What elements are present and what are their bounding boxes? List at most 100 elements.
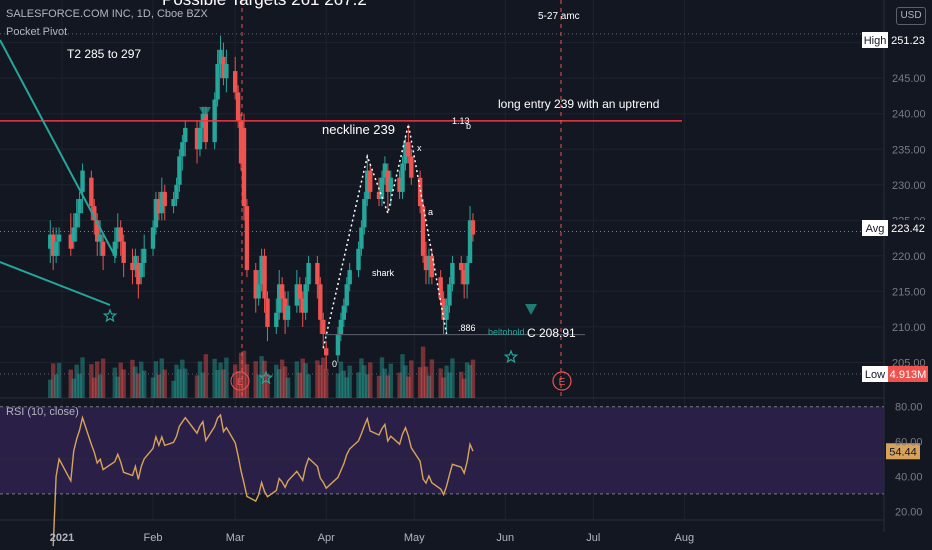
symbol-title[interactable]: SALESFORCE.COM INC, 1D, Cboe BZX xyxy=(6,8,208,20)
time-tick-label: 2021 xyxy=(50,532,74,544)
candle-body xyxy=(282,298,288,320)
candle-body xyxy=(467,220,473,263)
volume-bar xyxy=(256,374,261,398)
rsi-tick-label: 60.00 xyxy=(895,437,923,449)
candle-body xyxy=(194,127,200,150)
candle-body xyxy=(53,241,59,256)
rsi-series: 54.44 xyxy=(0,406,920,547)
candle-body xyxy=(335,334,341,356)
avg-badge-label-bg xyxy=(862,220,888,236)
candle-body xyxy=(297,284,302,299)
candle-body xyxy=(461,270,467,285)
low-badge-value-bg xyxy=(888,366,928,382)
volume-bar xyxy=(470,359,476,398)
candle-body xyxy=(441,298,446,320)
rsi-label[interactable]: RSI (10, close) xyxy=(6,406,79,418)
price-tick-label: 215.00 xyxy=(892,286,926,298)
candle-body xyxy=(285,305,291,320)
candle-body xyxy=(203,113,209,143)
candle-body xyxy=(95,220,100,242)
volume-bar xyxy=(162,369,167,398)
volume-bar xyxy=(341,370,347,398)
volume-bar xyxy=(294,361,300,398)
indicator-label[interactable]: Pocket Pivot xyxy=(6,26,68,38)
candle-body xyxy=(438,277,443,299)
candle-body xyxy=(403,142,408,164)
volume-bar xyxy=(218,362,223,398)
volume-bar xyxy=(318,365,323,398)
candle-body xyxy=(174,184,179,199)
volume-bar xyxy=(48,379,53,398)
candle-body xyxy=(150,227,156,249)
candle-body xyxy=(221,56,226,79)
ratio-label-113: 1.13 xyxy=(452,116,470,126)
candle-body xyxy=(100,241,106,256)
volume-bar xyxy=(376,375,382,398)
currency-button[interactable]: USD xyxy=(896,7,926,25)
annotation-shark: shark xyxy=(372,268,395,278)
candle-body xyxy=(447,284,452,306)
volume-bar xyxy=(77,373,82,398)
price-tick-label: 235.00 xyxy=(892,144,926,156)
high-badge-label: High xyxy=(864,35,887,47)
volume-bar xyxy=(80,357,85,398)
volume-bar xyxy=(461,378,467,398)
candle-body xyxy=(159,191,165,214)
annotation-neckline: neckline 239 xyxy=(322,122,395,137)
volume-bar xyxy=(183,368,188,398)
drawing-layer[interactable]: E E T2 285 to 297 long entry 239 with an up… xyxy=(0,0,884,398)
candle-body xyxy=(464,262,470,285)
candle-body xyxy=(429,255,435,278)
candle-body xyxy=(426,255,432,271)
price-tick-label: 210.00 xyxy=(892,322,926,334)
volume-bar xyxy=(459,371,464,398)
high-badge-value: 251.23 xyxy=(891,35,925,47)
annotation-beltohold: beltohold xyxy=(488,327,525,337)
chart-headline: Possible Targets 261 267.2 xyxy=(162,0,367,10)
earnings-marker-mar xyxy=(230,371,250,391)
candle-body xyxy=(450,262,455,285)
candle-body xyxy=(470,220,476,235)
time-tick-label: Aug xyxy=(675,532,695,544)
volume-bar xyxy=(174,364,179,398)
volume-bar xyxy=(235,371,241,398)
volume-bar xyxy=(171,380,176,398)
rsi-tick-label: 40.00 xyxy=(895,471,923,483)
candle-body xyxy=(306,262,311,285)
trendline-lower xyxy=(0,261,111,306)
point-label-x: x xyxy=(417,143,422,153)
candle-body xyxy=(74,213,79,228)
volume-bars xyxy=(48,346,476,398)
harmonic-pattern-line xyxy=(322,124,448,349)
low-badge-label: Low xyxy=(865,369,885,381)
candle-body xyxy=(130,262,135,271)
candle-body xyxy=(115,227,120,242)
volume-bar xyxy=(368,362,373,398)
volume-bar xyxy=(400,354,405,398)
volume-bar xyxy=(212,358,217,398)
volume-bar xyxy=(136,373,141,398)
volume-bar xyxy=(321,357,326,398)
candle-body xyxy=(92,206,97,221)
volume-bar xyxy=(50,363,56,398)
candle-body xyxy=(356,248,361,271)
volume-bar xyxy=(300,358,305,398)
volume-bar xyxy=(356,372,361,398)
candle-body xyxy=(48,234,53,249)
annotation-c-level: C 208.91 xyxy=(527,326,576,340)
volume-bar xyxy=(130,359,135,398)
point-label-a: a xyxy=(428,207,433,217)
volume-bar xyxy=(344,377,349,398)
candle-body xyxy=(338,319,344,335)
volume-bar xyxy=(194,375,200,398)
volume-bar xyxy=(100,358,106,398)
candle-body xyxy=(97,234,103,242)
volume-bar xyxy=(282,366,288,398)
candle-body xyxy=(218,49,223,64)
volume-bar xyxy=(423,366,429,398)
volume-bar xyxy=(323,368,329,398)
volume-bar xyxy=(118,362,123,398)
time-tick-label: Feb xyxy=(144,532,163,544)
candle-body xyxy=(177,156,182,185)
